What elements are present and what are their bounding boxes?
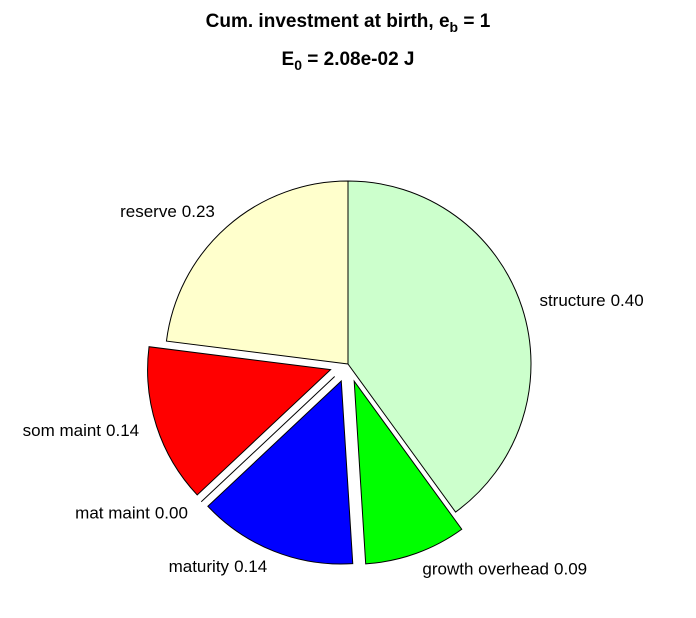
- subtitle-subscript: 0: [294, 57, 302, 73]
- subtitle-text: E: [282, 49, 295, 70]
- slice-category: growth overhead: [422, 560, 549, 579]
- pie-slice: [353, 379, 463, 565]
- pie-slice: [165, 180, 349, 365]
- slice-label: growth overhead 0.09: [422, 560, 587, 579]
- slice-label: reserve 0.23: [120, 202, 215, 221]
- slice-label: structure 0.40: [539, 291, 643, 310]
- chart-subtitle: E0 = 2.08e-02 J: [282, 49, 415, 73]
- slice-category: mat maint: [75, 504, 150, 523]
- pie-slice: [147, 346, 332, 496]
- slice-value-label: 0.00: [155, 504, 188, 523]
- slice-category: structure: [539, 291, 605, 310]
- slice-value-label: 0.09: [554, 560, 587, 579]
- slice-category: som maint: [23, 421, 102, 440]
- slice-value-label: 0.23: [182, 202, 215, 221]
- subtitle-text: = 2.08e-02 J: [302, 49, 415, 70]
- title-text: Cum. investment at birth, e: [206, 11, 450, 32]
- slice-label: mat maint 0.00: [75, 504, 188, 523]
- pie: structure 0.40 growth overhead 0.09 maturity…: [23, 180, 644, 579]
- slice-label: som maint 0.14: [23, 421, 140, 440]
- slice-category: maturity: [169, 558, 230, 577]
- title-text: = 1: [458, 11, 491, 32]
- pie-slice: [207, 379, 354, 565]
- slice-label: maturity 0.14: [169, 558, 268, 577]
- title-subscript: b: [450, 19, 459, 35]
- pie-slice: [200, 376, 336, 503]
- slice-value-label: 0.40: [611, 291, 644, 310]
- slice-value-label: 0.14: [234, 558, 267, 577]
- slice-category: reserve: [120, 202, 177, 221]
- pie-slice: [347, 180, 532, 513]
- chart-title: Cum. investment at birth, eb = 1: [206, 11, 491, 35]
- slice-value-label: 0.14: [106, 421, 139, 440]
